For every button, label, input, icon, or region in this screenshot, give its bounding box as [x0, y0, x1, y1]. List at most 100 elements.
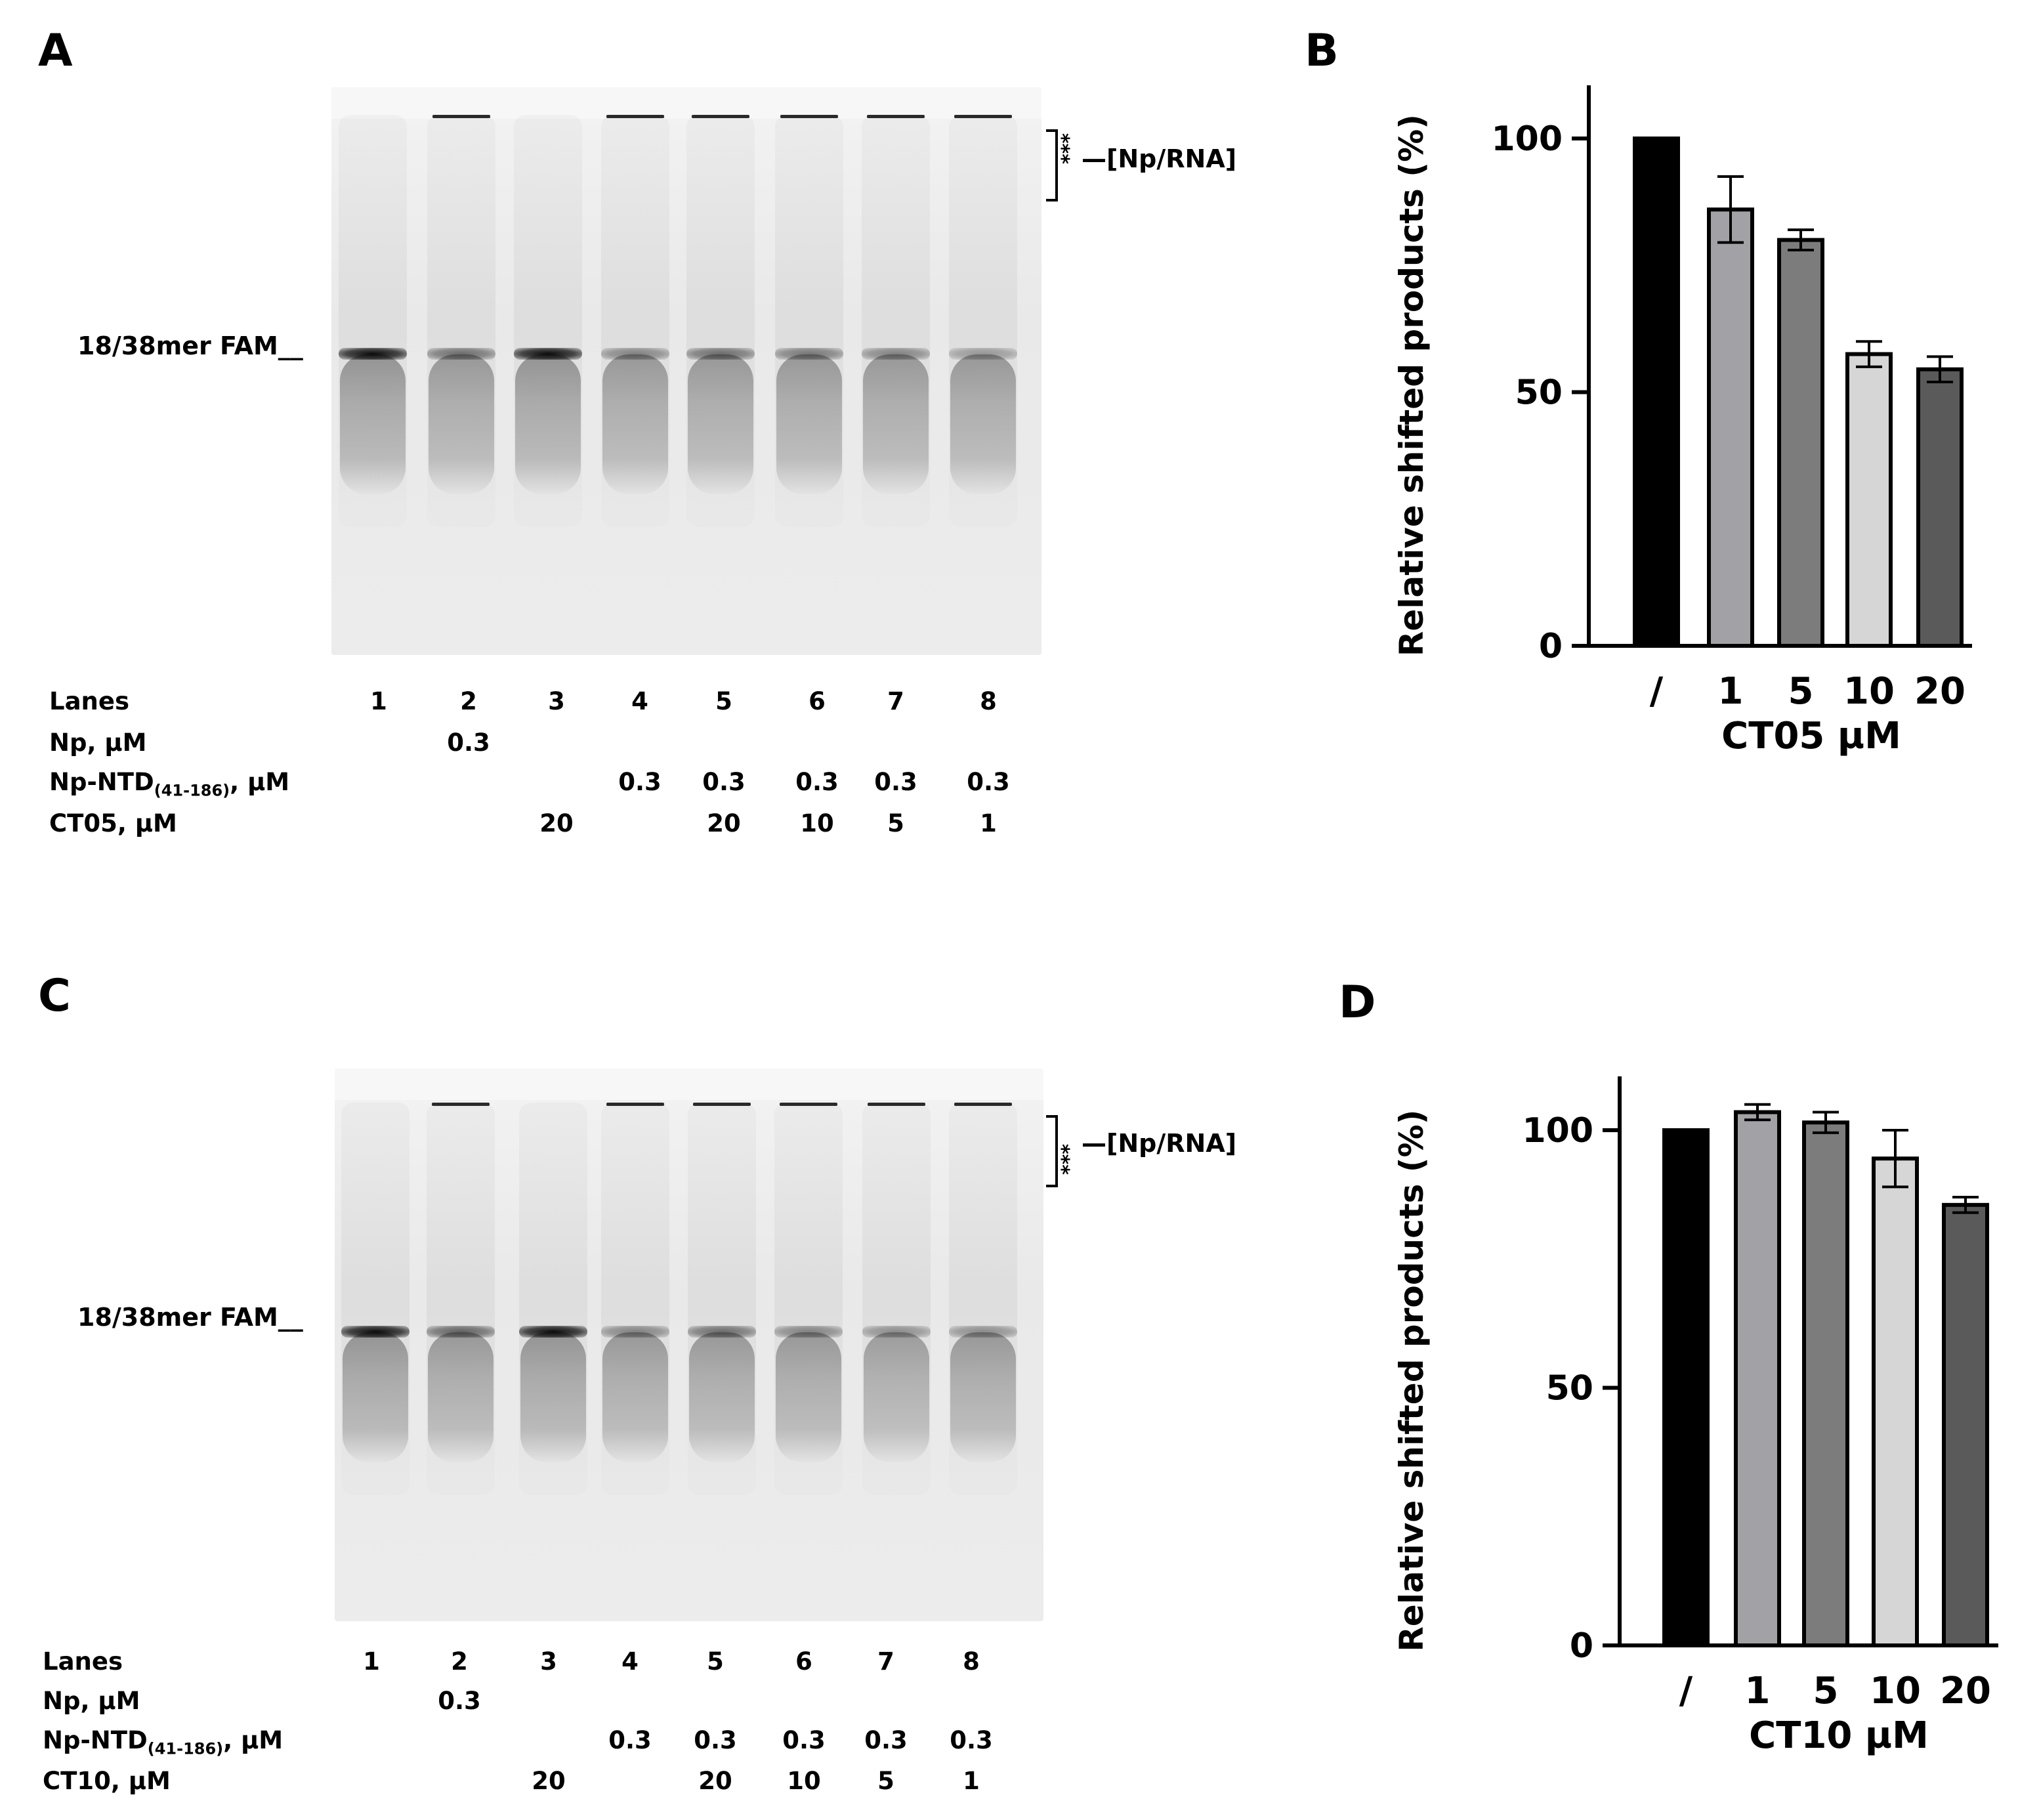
- x-axis-title: CT05 µM: [1721, 715, 1901, 757]
- gel-band: [862, 348, 930, 360]
- y-tick-label: 0: [1570, 1626, 1593, 1666]
- table-cell: 0.3: [447, 729, 490, 757]
- gel-band: [775, 348, 843, 360]
- lane-number: 4: [631, 687, 648, 715]
- gel-lane: [862, 1103, 931, 1495]
- table-cell: 5: [887, 809, 904, 837]
- gel-loading-area: [335, 1069, 1043, 1100]
- gel-well: [693, 1103, 751, 1106]
- lane-number: 2: [460, 687, 477, 715]
- lane-number: 7: [887, 687, 904, 715]
- table-cell: 10: [787, 1767, 821, 1795]
- gel-well: [954, 115, 1012, 118]
- lane-number: 1: [370, 687, 387, 715]
- table-cell: 10: [800, 809, 834, 837]
- y-tick-label: 100: [1522, 1111, 1593, 1151]
- table-cell: 0.3: [782, 1726, 826, 1754]
- gel-well: [780, 115, 838, 118]
- gel-lane: [775, 115, 843, 527]
- lane-number: 8: [980, 687, 997, 715]
- bar-10: [1872, 1156, 1919, 1648]
- gel-well: [606, 115, 664, 118]
- table-cell: 20: [532, 1767, 566, 1795]
- table-cell: 0.3: [694, 1726, 737, 1754]
- gel-band: [686, 348, 755, 360]
- gel-lane: [427, 1103, 495, 1495]
- table-cell: 0.3: [618, 768, 662, 796]
- bar-chart-d: 0 50 100 / 1 5 10 20 CT10 µM Relative shifted pro…: [1393, 1076, 1998, 1757]
- gel-band: [949, 348, 1017, 360]
- table-cell: 20: [539, 809, 574, 837]
- gel-band: [341, 1326, 410, 1338]
- complex-bracket: [1046, 1115, 1058, 1187]
- table-cell: 0.3: [608, 1726, 652, 1754]
- gel-band: [519, 1326, 587, 1338]
- gel-smear: [864, 1332, 929, 1462]
- lane-number: 3: [540, 1647, 557, 1676]
- complex-stars: ***: [1058, 133, 1081, 164]
- table-cell: 1: [963, 1767, 980, 1795]
- panel-label-d: D: [1339, 977, 1376, 1028]
- bar-10: [1845, 352, 1893, 648]
- lane-number: 5: [715, 687, 732, 715]
- table-header-lanes: Lanes: [43, 1647, 123, 1676]
- bar-20: [1916, 367, 1964, 648]
- bar-control: [1633, 137, 1680, 648]
- band-label-18-38mer-fam: 18/38mer FAM__: [77, 1303, 303, 1332]
- complex-label-np-rna: —[Np/RNA]: [1082, 144, 1237, 173]
- gel-well: [867, 115, 925, 118]
- gel-lane: [601, 115, 669, 527]
- table-cell: 0.3: [967, 768, 1010, 796]
- bar-5: [1777, 238, 1824, 648]
- table-cell: 20: [698, 1767, 732, 1795]
- gel-smear: [428, 1332, 494, 1462]
- gel-band: [688, 1326, 756, 1338]
- bar-5: [1802, 1120, 1849, 1648]
- gel-smear: [602, 1332, 668, 1462]
- panel-label-a: A: [38, 25, 73, 77]
- lane-number: 5: [707, 1647, 724, 1676]
- bar-1: [1707, 207, 1754, 648]
- gel-smear: [776, 354, 842, 494]
- table-cell: 0.3: [438, 1687, 481, 1715]
- table-cell: 0.3: [702, 768, 746, 796]
- y-tick-label: 100: [1491, 119, 1563, 159]
- x-tick-label: 20: [1914, 670, 1965, 713]
- gel-band: [427, 1326, 495, 1338]
- table-cell: 0.3: [950, 1726, 993, 1754]
- gel-well: [432, 1103, 490, 1106]
- bar-1: [1734, 1110, 1781, 1647]
- bar-20: [1942, 1202, 1989, 1647]
- gel-lane: [949, 1103, 1017, 1495]
- gel-smear: [776, 1332, 841, 1462]
- panel-label-c: C: [38, 970, 71, 1022]
- lane-number: 1: [363, 1647, 380, 1676]
- table-row-label-np-ntd: Np-NTD(41-186), µM: [49, 768, 290, 800]
- y-tick-label: 0: [1539, 627, 1563, 666]
- gel-image-a: [331, 87, 1041, 655]
- x-tick-label: 1: [1745, 1670, 1771, 1712]
- x-tick-label: /: [1650, 670, 1664, 713]
- gel-lane: [514, 115, 582, 527]
- gel-smear: [340, 354, 406, 494]
- table-row-label-ct05: CT05, µM: [49, 809, 177, 837]
- x-tick-label: 10: [1870, 1670, 1921, 1712]
- gel-band: [514, 348, 582, 360]
- gel-lane: [862, 115, 930, 527]
- gel-band: [862, 1326, 931, 1338]
- complex-stars: ***: [1058, 1143, 1081, 1175]
- table-cell: 5: [877, 1767, 894, 1795]
- table-row-label-np: Np, µM: [49, 729, 147, 757]
- lane-number: 6: [809, 687, 826, 715]
- gel-well: [954, 1103, 1012, 1106]
- lane-number: 7: [877, 1647, 894, 1676]
- x-tick-label: /: [1679, 1670, 1693, 1712]
- gel-well: [780, 1103, 837, 1106]
- table-cell: 0.3: [864, 1726, 908, 1754]
- table-header-lanes: Lanes: [49, 687, 130, 715]
- gel-well: [606, 1103, 664, 1106]
- gel-lane: [688, 1103, 756, 1495]
- gel-band: [339, 348, 407, 360]
- gel-smear: [602, 354, 668, 494]
- gel-smear: [689, 1332, 755, 1462]
